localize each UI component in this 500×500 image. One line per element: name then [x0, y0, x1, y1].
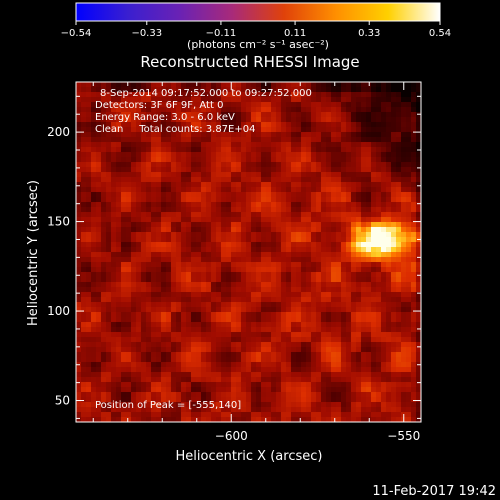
- colorbar-tick-label: 0.54: [429, 28, 451, 39]
- colorbar-tick-label: 0.33: [358, 28, 380, 39]
- y-tick-label: 150: [47, 215, 70, 229]
- colorbar-tick-label: 0.11: [284, 28, 306, 39]
- peak-position-label: Position of Peak = [-555,140]: [95, 400, 241, 411]
- y-axis-ticks: 50 100 150 200: [47, 95, 421, 419]
- colorbar: [75, 2, 441, 22]
- plot-frame: [75, 81, 422, 423]
- y-tick-label: 50: [55, 394, 70, 408]
- colorbar-tick-label: −0.11: [206, 28, 237, 39]
- annotation-block: 8-Sep-2014 09:17:52.000 to 09:27:52.000 …: [95, 88, 312, 135]
- y-tick-label: 100: [47, 304, 70, 318]
- y-tick-label: 200: [47, 125, 70, 139]
- colorbar-tick-label: −0.54: [61, 28, 92, 39]
- annotation-time-range: 8-Sep-2014 09:17:52.000 to 09:27:52.000: [100, 88, 312, 99]
- chart-title: Reconstructed RHESSI Image: [140, 53, 359, 71]
- annotation-detectors: Detectors: 3F 6F 9F, Att 0: [95, 100, 223, 111]
- y-axis-label: Heliocentric Y (arcsec): [26, 180, 41, 326]
- x-axis-label: Heliocentric X (arcsec): [176, 449, 323, 464]
- colorbar-ticks: −0.54 −0.33 −0.11 0.11 0.33 0.54: [61, 21, 451, 39]
- annotation-energy-range: Energy Range: 3.0 - 6.0 keV: [95, 112, 235, 123]
- x-axis-ticks: −600−550−500: [92, 82, 420, 443]
- x-tick-label: −550: [387, 429, 420, 443]
- colorbar-tick-label: −0.33: [131, 28, 162, 39]
- footer-timestamp: 11-Feb-2017 19:42: [372, 484, 496, 499]
- heatmap-image: [76, 82, 421, 422]
- x-tick-label: −600: [215, 429, 248, 443]
- annotation-clean-counts: Clean Total counts: 3.87E+04: [95, 124, 255, 135]
- colorbar-unit-label: (photons cm⁻² s⁻¹ asec⁻²): [187, 38, 329, 51]
